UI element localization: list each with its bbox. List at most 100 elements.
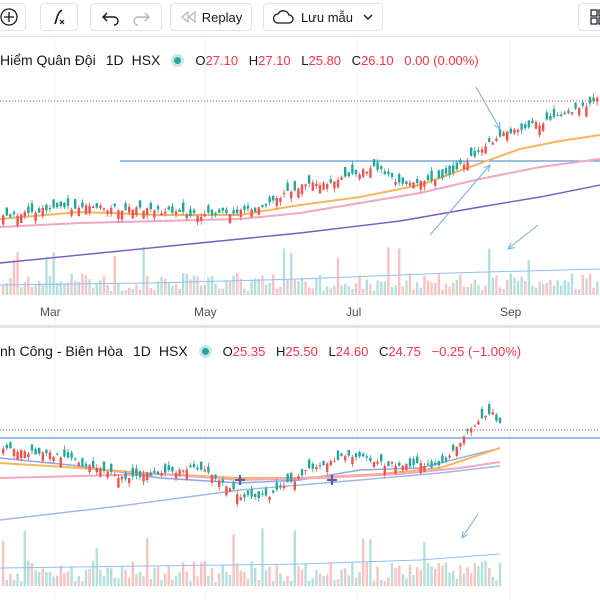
candle: [70, 452, 73, 459]
volume-bar: [498, 563, 502, 586]
volume-bar: [405, 280, 408, 295]
volume-bar: [401, 286, 404, 295]
candle: [268, 496, 271, 501]
candle: [347, 449, 350, 456]
candle: [279, 485, 282, 488]
chart-pane-top[interactable]: Hiểm Quân Đội 1D HSX O27.10 H27.10 L25.8…: [0, 37, 600, 324]
volume-bar: [99, 569, 102, 586]
volume-bar: [290, 580, 293, 586]
candle: [189, 209, 192, 217]
interval-label: 1D: [105, 52, 124, 68]
candle: [408, 182, 412, 186]
volume-bar: [441, 565, 444, 586]
candle: [99, 205, 102, 209]
symbol-legend-top: Hiểm Quân Đội 1D HSX O27.10 H27.10 L25.8…: [0, 49, 486, 71]
exchange-label: HSX: [131, 52, 161, 68]
volume-bar: [174, 575, 178, 586]
volume-bar: [128, 577, 131, 586]
volume-bar: [473, 279, 476, 295]
candle: [488, 404, 491, 415]
volume-bar: [358, 275, 361, 295]
volume-bar: [167, 565, 170, 586]
replay-button[interactable]: Replay: [170, 3, 252, 31]
volume-bar: [336, 257, 340, 295]
candle: [66, 452, 70, 458]
volume-bar: [477, 566, 480, 586]
volume-bar: [354, 578, 358, 586]
volume-bar: [470, 283, 473, 295]
volume-bar: [45, 256, 48, 295]
volume-bar: [160, 276, 163, 295]
candle: [45, 449, 48, 454]
volume-bar: [452, 282, 455, 295]
candle: [128, 478, 131, 484]
candle: [34, 212, 37, 221]
candle: [315, 466, 318, 470]
close-value: 26.10: [361, 52, 394, 68]
candle: [239, 209, 242, 218]
candle: [30, 444, 34, 451]
candle: [236, 494, 239, 504]
open-value: 25.35: [232, 343, 266, 359]
cloud-icon: [272, 10, 294, 24]
indicators-button[interactable]: [40, 3, 78, 31]
candle: [88, 464, 91, 473]
chart-pane-bottom[interactable]: nh Công - Biên Hòa 1D HSX O25.35 H25.50 …: [0, 328, 600, 600]
candle: [203, 469, 206, 472]
volume-bar: [502, 288, 505, 295]
candle: [99, 468, 102, 477]
volume-bar: [142, 246, 145, 295]
market-status-dot: [174, 56, 182, 64]
save-layout-label: Lưu mẫu: [300, 9, 354, 25]
price-chart-bottom[interactable]: [0, 328, 600, 600]
candle: [329, 179, 332, 183]
candle: [459, 160, 462, 164]
candle: [315, 183, 318, 187]
add-indicator-button[interactable]: [0, 3, 26, 31]
volume-bar: [297, 281, 300, 295]
candle: [527, 120, 530, 128]
candle: [135, 207, 138, 216]
volume-bar: [426, 563, 430, 586]
volume-bar: [264, 284, 268, 295]
candle: [437, 170, 440, 179]
candle: [149, 202, 152, 210]
close-label: C: [351, 52, 362, 68]
redo-icon[interactable]: [130, 7, 152, 27]
candle: [200, 216, 203, 221]
volume-bar: [63, 283, 66, 295]
volume-bar: [588, 273, 592, 295]
volume-bar: [545, 282, 548, 295]
volume-bar: [182, 562, 185, 586]
candle: [228, 214, 232, 224]
candle: [322, 460, 325, 466]
candle: [322, 183, 325, 190]
volume-bar: [340, 285, 343, 295]
candle: [470, 428, 473, 433]
volume-bar: [164, 573, 167, 586]
volume-ma-line: [0, 553, 501, 569]
volume-bar: [66, 571, 70, 586]
candle: [340, 453, 343, 457]
x-tick-label: Mar: [40, 305, 61, 319]
candle: [23, 451, 26, 459]
candle: [462, 436, 466, 444]
volume-bar: [362, 288, 365, 295]
undo-icon[interactable]: [100, 7, 122, 27]
volume-bar: [264, 570, 268, 586]
candle: [95, 203, 98, 208]
volume-bar: [524, 281, 527, 295]
candle: [552, 108, 556, 117]
change-value: 0.00 (0.00%): [404, 52, 479, 68]
candle: [538, 125, 541, 136]
volume-bar: [120, 566, 124, 586]
volume-bar: [383, 581, 386, 586]
volume-bar: [448, 286, 451, 295]
candle: [448, 165, 451, 175]
layout-grid-button[interactable]: [578, 3, 600, 31]
pane-divider[interactable]: [0, 325, 600, 328]
volume-bar: [441, 289, 444, 295]
save-layout-button[interactable]: Lưu mẫu: [263, 3, 383, 31]
candle: [416, 456, 419, 464]
price-chart-top[interactable]: [0, 37, 600, 324]
